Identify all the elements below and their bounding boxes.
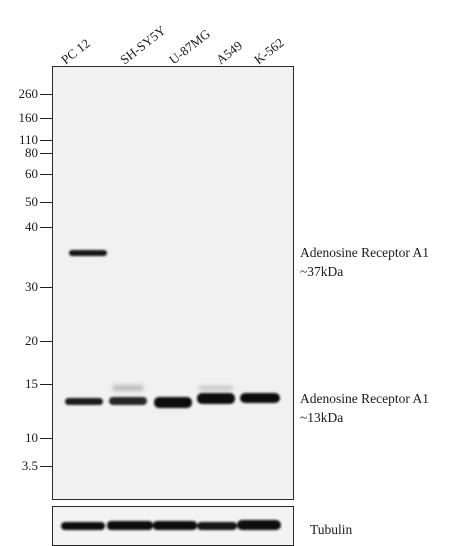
tubulin-label: Tubulin xyxy=(310,522,353,537)
band-13kda-a549 xyxy=(197,393,235,404)
mw-marker-30: 30 xyxy=(25,279,38,294)
mw-tick-80 xyxy=(40,153,52,154)
lane-label-pc12: PC 12 xyxy=(58,35,93,68)
mw-marker-10: 10 xyxy=(25,430,38,445)
tubulin-bands xyxy=(61,520,281,530)
band-label-13kda-size: ~13kDa xyxy=(300,410,344,425)
mw-tick-15 xyxy=(40,384,52,385)
band-label-37kda-size: ~37kDa xyxy=(300,264,344,279)
mw-tick-30 xyxy=(40,287,52,288)
tubulin-band-pc12 xyxy=(61,522,105,530)
mw-marker-20: 20 xyxy=(25,333,38,348)
mw-tick-160 xyxy=(40,118,52,119)
mw-marker-260: 260 xyxy=(18,86,39,101)
mw-tick-3-5 xyxy=(40,466,52,467)
mw-marker-15: 15 xyxy=(25,376,38,391)
mw-tick-40 xyxy=(40,227,52,228)
band-13kda-u87mg xyxy=(154,397,192,408)
band-label-37kda: Adenosine Receptor A1 ~37kDa xyxy=(300,243,429,281)
lane-label-sh-sy5y: SH-SY5Y xyxy=(117,22,169,68)
mw-marker-80: 80 xyxy=(25,145,38,160)
mw-marker-40: 40 xyxy=(25,219,38,234)
band-label-13kda-name: Adenosine Receptor A1 xyxy=(300,391,429,406)
tubulin-band-k562 xyxy=(237,520,281,530)
mw-marker-50: 50 xyxy=(25,194,38,209)
band-13kda-sh-sy5y xyxy=(109,397,147,405)
mw-tick-20 xyxy=(40,341,52,342)
tubulin-band-sh-sy5y xyxy=(107,521,153,530)
band-13kda-pc12 xyxy=(65,398,103,405)
band-13kda-k562 xyxy=(240,393,280,403)
lane-label-k562: K-562 xyxy=(251,34,287,68)
tubulin-band-a549 xyxy=(197,522,237,530)
band-37kda-pc12 xyxy=(69,250,107,256)
tubulin-blot-panel xyxy=(52,506,294,546)
band-label-13kda: Adenosine Receptor A1 ~13kDa xyxy=(300,389,429,427)
lane-label-a549: A549 xyxy=(213,37,246,68)
mw-marker-3-5: 3.5 xyxy=(21,458,38,473)
mw-tick-260 xyxy=(40,94,52,95)
lane-label-u87mg: U-87MG xyxy=(166,26,213,68)
main-blot-bands xyxy=(65,250,280,408)
mw-marker-160: 160 xyxy=(18,110,39,125)
band-label-37kda-name: Adenosine Receptor A1 xyxy=(300,245,429,260)
mw-tick-60 xyxy=(40,174,52,175)
mw-marker-110: 110 xyxy=(18,132,38,147)
mw-marker-60: 60 xyxy=(25,166,38,181)
mw-tick-50 xyxy=(40,202,52,203)
mw-tick-10 xyxy=(40,438,52,439)
mw-tick-110 xyxy=(40,140,52,141)
tubulin-band-u87mg xyxy=(153,521,197,530)
main-blot-panel xyxy=(52,66,294,500)
